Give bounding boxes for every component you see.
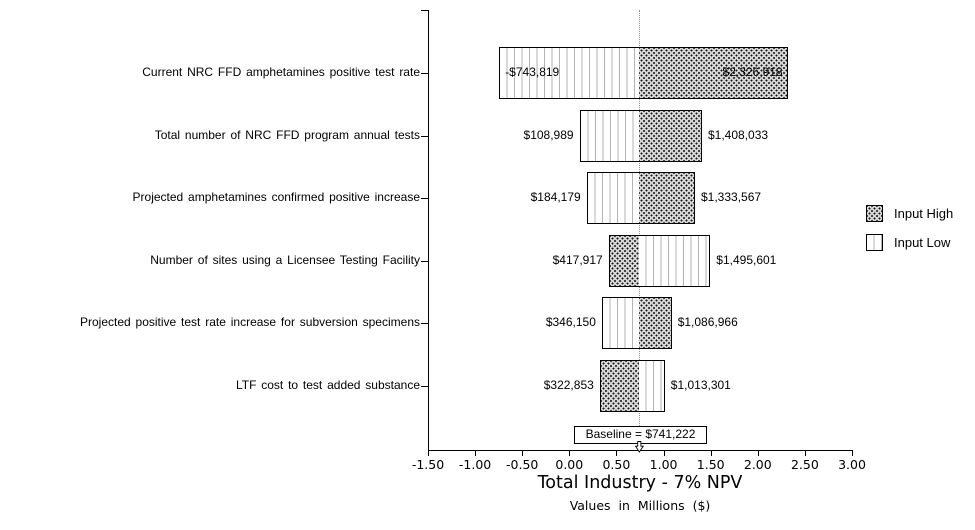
legend-label-input-low: Input Low [894, 235, 951, 250]
x-axis-tick-label: 3.00 [838, 457, 866, 472]
bar-segment-input-low [638, 235, 710, 286]
y-axis-tick [421, 135, 428, 137]
value-label-input-high: $417,917 [552, 252, 603, 267]
bar-segment-input-low [500, 48, 639, 98]
x-axis-tick [569, 450, 571, 456]
y-axis-tick [421, 386, 428, 387]
value-label-input-high: $1,086,966 [677, 315, 738, 330]
x-axis-tick [757, 450, 759, 456]
value-label-input-low: $1,013,301 [670, 378, 731, 392]
bar-row [601, 297, 672, 350]
y-axis-tick [421, 73, 428, 74]
category-label: Projected amphetamines confirmed positiv… [132, 190, 420, 205]
y-axis-tick [421, 260, 428, 262]
value-label-input-low: -$743,819 [505, 65, 560, 79]
value-label-input-high: $1,333,567 [701, 190, 762, 205]
x-axis-tick-label: -0.50 [506, 457, 539, 472]
bar-segment-input-low [638, 361, 664, 411]
input-high-swatch-icon [866, 205, 883, 222]
value-label-input-high: $2,326,918 [722, 65, 783, 79]
bar-segment-input-low [587, 173, 639, 224]
bar-segment-input-high [638, 173, 694, 224]
category-label: Current NRC FFD amphetamines positive te… [142, 65, 420, 79]
value-label-input-low: $1,495,601 [716, 252, 777, 267]
category-label: Total number of NRC FFD program annual t… [154, 127, 420, 142]
x-axis-tick [710, 450, 712, 456]
y-axis-tick [421, 198, 428, 200]
bar-segment-input-low [580, 110, 639, 161]
bar-segment-input-high [638, 110, 701, 161]
x-axis-tick-label: 2.50 [790, 457, 819, 472]
x-axis-tick [663, 450, 665, 456]
value-label-input-low: $108,989 [523, 127, 574, 142]
x-axis-tick-label: 0.50 [602, 457, 631, 472]
bar-row [586, 172, 695, 225]
baseline-arrow-icon [634, 440, 645, 458]
chart-title: Total Industry - 7% NPV [537, 473, 743, 493]
bar-segment-input-high [600, 361, 639, 411]
bar-row [599, 360, 665, 412]
value-label-input-low: $346,150 [545, 315, 596, 330]
bar-row [579, 109, 702, 162]
value-label-input-high: $1,408,033 [708, 127, 769, 142]
x-axis-tick-label: 0.00 [555, 457, 584, 472]
x-axis-tick [428, 450, 429, 456]
input-low-swatch-icon [866, 234, 883, 251]
bar-segment-input-high [638, 298, 671, 349]
bar-row [608, 234, 711, 287]
x-axis-tick [522, 450, 524, 456]
x-axis-tick [852, 450, 853, 456]
value-label-input-low: $184,179 [530, 190, 581, 205]
x-axis-tick-label: 1.00 [649, 457, 678, 472]
x-axis-tick-label: -1.00 [458, 457, 492, 472]
x-axis-tick [616, 450, 618, 456]
x-axis-tick [475, 450, 477, 456]
chart-subtitle: Values in Millions ($) [569, 498, 711, 513]
x-axis-tick-label: -1.50 [411, 457, 445, 472]
y-axis-end-tick [421, 10, 428, 11]
y-axis-tick [421, 323, 428, 325]
bar-segment-input-high [609, 235, 639, 286]
value-label-input-high: $322,853 [543, 378, 594, 392]
bar-segment-input-high [638, 48, 788, 98]
x-axis-tick-label: 1.50 [696, 457, 725, 472]
category-label: Projected positive test rate increase fo… [80, 315, 420, 330]
bar-row [499, 47, 789, 99]
x-axis-tick [804, 450, 806, 456]
bar-segment-input-low [602, 298, 639, 349]
category-label: Number of sites using a Licensee Testing… [150, 252, 420, 267]
category-label: LTF cost to test added substance [235, 378, 420, 392]
x-axis-tick-label: 2.00 [743, 457, 772, 472]
legend-label-input-high: Input High [894, 206, 954, 221]
